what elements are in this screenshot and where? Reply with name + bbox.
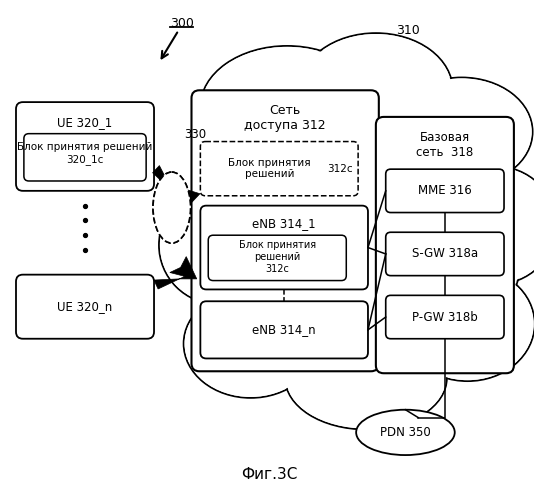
Text: eNB 314_1: eNB 314_1 — [253, 218, 316, 230]
Polygon shape — [152, 166, 200, 212]
Text: UE 320_n: UE 320_n — [57, 300, 113, 313]
Ellipse shape — [286, 328, 446, 428]
FancyBboxPatch shape — [16, 274, 154, 338]
Polygon shape — [154, 256, 197, 289]
FancyBboxPatch shape — [201, 142, 358, 196]
Ellipse shape — [153, 172, 190, 243]
Text: UE 320_1: UE 320_1 — [57, 116, 113, 129]
Ellipse shape — [160, 187, 276, 303]
Ellipse shape — [434, 166, 535, 284]
Ellipse shape — [201, 46, 374, 168]
Text: Фиг.3С: Фиг.3С — [241, 468, 297, 482]
Ellipse shape — [285, 327, 447, 430]
FancyBboxPatch shape — [16, 102, 154, 191]
Text: eNB 314_n: eNB 314_n — [253, 324, 316, 336]
Text: S-GW 318a: S-GW 318a — [412, 248, 478, 260]
Text: 310: 310 — [396, 24, 421, 36]
Ellipse shape — [188, 88, 524, 393]
Ellipse shape — [159, 186, 277, 304]
FancyBboxPatch shape — [386, 169, 504, 212]
Ellipse shape — [201, 47, 373, 167]
Text: 312c: 312c — [327, 164, 353, 173]
FancyBboxPatch shape — [386, 232, 504, 276]
Text: Блок принятия решений
320_1c: Блок принятия решений 320_1c — [17, 142, 152, 165]
Ellipse shape — [299, 33, 453, 148]
Ellipse shape — [300, 34, 452, 146]
Ellipse shape — [185, 290, 317, 397]
Text: Базовая
сеть  318: Базовая сеть 318 — [416, 130, 473, 158]
Ellipse shape — [435, 167, 535, 284]
Text: MME 316: MME 316 — [418, 184, 472, 198]
FancyBboxPatch shape — [386, 296, 504, 339]
Ellipse shape — [401, 268, 533, 380]
Ellipse shape — [189, 88, 523, 392]
Text: Сеть
доступа 312: Сеть доступа 312 — [244, 104, 326, 132]
Ellipse shape — [391, 78, 533, 186]
Text: 300: 300 — [170, 16, 194, 30]
FancyBboxPatch shape — [376, 117, 514, 373]
Text: PDN 350: PDN 350 — [380, 426, 431, 439]
FancyBboxPatch shape — [24, 134, 146, 181]
FancyBboxPatch shape — [201, 206, 368, 290]
Text: 330: 330 — [185, 128, 207, 141]
Ellipse shape — [196, 111, 309, 212]
Text: Блок принятия
решений: Блок принятия решений — [228, 158, 311, 180]
Text: P-GW 318b: P-GW 318b — [412, 310, 478, 324]
Ellipse shape — [401, 267, 534, 381]
Ellipse shape — [184, 290, 318, 398]
Ellipse shape — [153, 172, 190, 243]
Ellipse shape — [392, 78, 532, 185]
Text: Блок принятия
решений
312c: Блок принятия решений 312c — [239, 240, 316, 274]
FancyBboxPatch shape — [192, 90, 379, 372]
Ellipse shape — [356, 410, 455, 455]
FancyBboxPatch shape — [208, 235, 346, 281]
Ellipse shape — [195, 110, 310, 212]
FancyBboxPatch shape — [201, 302, 368, 358]
